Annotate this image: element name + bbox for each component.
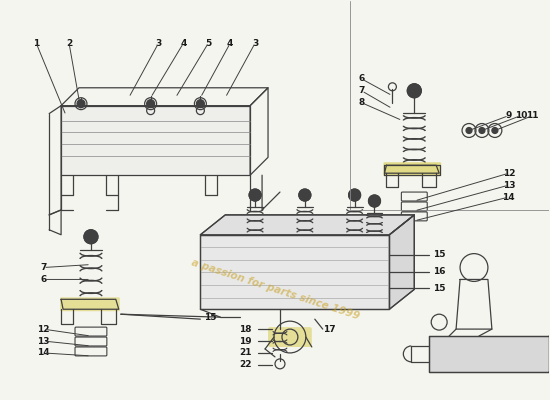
Text: 6: 6 <box>40 275 46 284</box>
Text: 14: 14 <box>503 192 515 202</box>
Text: 7: 7 <box>40 263 46 272</box>
Circle shape <box>299 189 311 201</box>
Circle shape <box>368 195 381 207</box>
Text: 18: 18 <box>239 324 251 334</box>
Text: 8: 8 <box>359 98 365 107</box>
Polygon shape <box>200 215 414 235</box>
Text: 2: 2 <box>66 38 72 48</box>
Circle shape <box>479 128 485 134</box>
Polygon shape <box>61 106 250 175</box>
Circle shape <box>408 84 421 98</box>
Text: 14: 14 <box>37 348 50 358</box>
Circle shape <box>466 128 472 134</box>
Text: 22: 22 <box>239 360 251 369</box>
Text: 10: 10 <box>515 111 527 120</box>
Circle shape <box>147 100 155 108</box>
Text: 6: 6 <box>359 74 365 83</box>
Text: 15: 15 <box>204 313 217 322</box>
Text: 17: 17 <box>323 324 336 334</box>
Text: 4: 4 <box>227 38 233 48</box>
Text: 13: 13 <box>503 181 515 190</box>
FancyBboxPatch shape <box>60 297 120 311</box>
Polygon shape <box>429 336 548 372</box>
Text: 3: 3 <box>252 38 258 48</box>
Circle shape <box>492 128 498 134</box>
Circle shape <box>84 230 98 244</box>
Text: 5: 5 <box>205 38 211 48</box>
Text: 12: 12 <box>37 324 50 334</box>
Text: 4: 4 <box>180 38 186 48</box>
Text: 3: 3 <box>156 38 162 48</box>
Text: 21: 21 <box>239 348 251 358</box>
Text: 11: 11 <box>526 111 539 120</box>
Circle shape <box>196 100 205 108</box>
Text: 19: 19 <box>239 336 251 346</box>
Text: 1: 1 <box>33 38 40 48</box>
Text: a passion for parts since 1999: a passion for parts since 1999 <box>190 257 360 321</box>
Text: 12: 12 <box>503 169 515 178</box>
Circle shape <box>349 189 361 201</box>
FancyBboxPatch shape <box>268 327 312 347</box>
FancyBboxPatch shape <box>383 162 441 176</box>
Text: 16: 16 <box>433 267 446 276</box>
Text: 9: 9 <box>505 111 512 120</box>
Text: 13: 13 <box>37 336 50 346</box>
Polygon shape <box>389 215 414 309</box>
Text: 7: 7 <box>359 86 365 95</box>
Text: 15: 15 <box>433 250 446 259</box>
Circle shape <box>77 100 85 108</box>
Polygon shape <box>200 235 389 309</box>
Text: 15: 15 <box>433 284 446 293</box>
Circle shape <box>249 189 261 201</box>
